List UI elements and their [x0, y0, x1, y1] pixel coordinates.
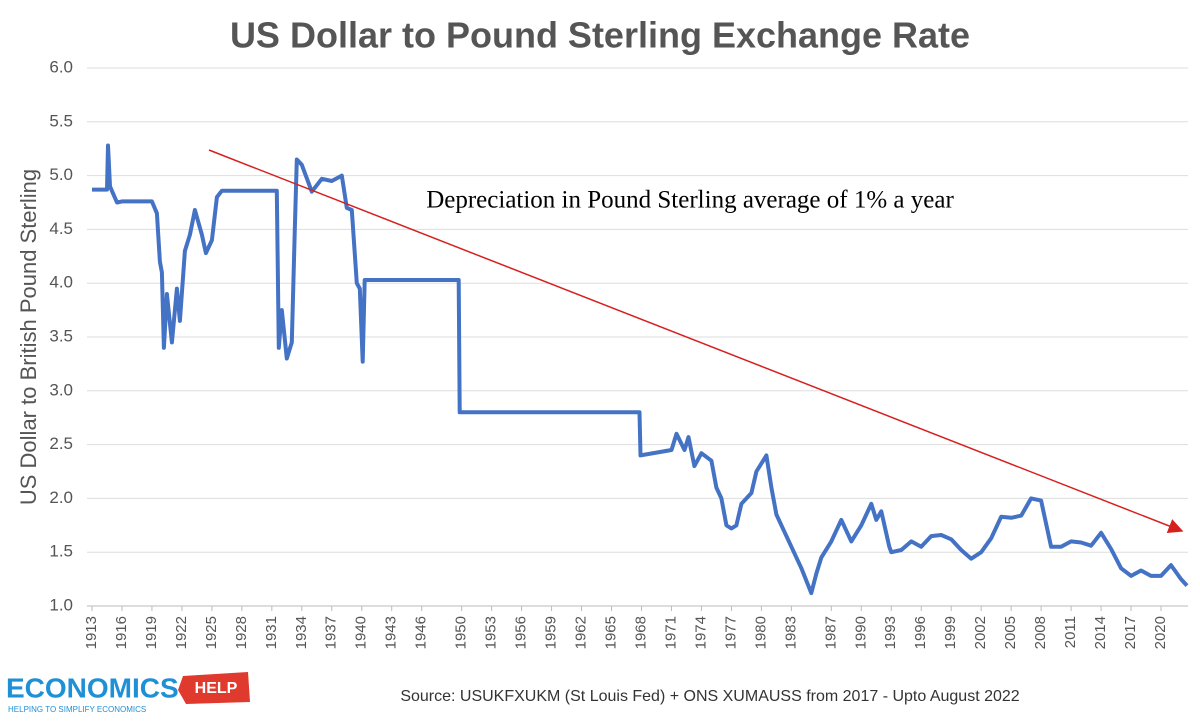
y-tick-label: 4.0	[49, 273, 73, 292]
x-tick-label: 2008	[1032, 616, 1049, 649]
x-tick-label: 1940	[353, 616, 370, 649]
x-tick-label: 1950	[453, 616, 470, 649]
logo-badge-text: HELP	[195, 680, 238, 697]
source-note: Source: USUKFXUKM (St Louis Fed) + ONS X…	[400, 688, 1019, 705]
x-tick-label: 1925	[203, 616, 220, 649]
x-tick-label: 1922	[173, 616, 190, 649]
x-tick-label: 1980	[752, 616, 769, 649]
y-tick-label: 2.5	[49, 434, 73, 453]
y-tick-label: 2.0	[49, 488, 73, 507]
x-tick-label: 1959	[543, 616, 560, 649]
x-tick-label: 1990	[852, 616, 869, 649]
x-tick-label: 1965	[602, 616, 619, 649]
x-tick-label: 1956	[513, 616, 530, 649]
x-tick-label: 1993	[882, 616, 899, 649]
x-tick-label: 1928	[233, 616, 250, 649]
logo-badge	[178, 672, 250, 704]
x-tick-label: 1977	[722, 616, 739, 649]
chart-title: US Dollar to Pound Sterling Exchange Rat…	[230, 15, 970, 56]
y-tick-label: 1.5	[49, 542, 73, 561]
y-tick-label: 5.0	[49, 165, 73, 184]
x-tick-label: 1937	[323, 616, 340, 649]
x-tick-label: 1916	[113, 616, 130, 649]
x-tick-label: 1968	[632, 616, 649, 649]
line-series	[92, 143, 1189, 596]
x-tick-label: 2005	[1002, 616, 1019, 649]
x-tick-label: 1996	[912, 616, 929, 649]
x-tick-label: 1953	[483, 616, 500, 649]
x-tick-label: 2020	[1152, 616, 1169, 649]
y-tick-label: 3.5	[49, 326, 73, 345]
x-tick-label: 1999	[942, 616, 959, 649]
x-tick-label: 1943	[383, 616, 400, 649]
x-tick-label: 1962	[573, 616, 590, 649]
logo: ECONOMICS HELP HELPING TO SIMPLIFY ECONO…	[6, 672, 250, 714]
x-tick-label: 1931	[263, 616, 280, 649]
x-tick-label: 2017	[1122, 616, 1139, 649]
y-tick-label: 6.0	[49, 57, 73, 76]
y-tick-label: 3.0	[49, 380, 73, 399]
x-tick-label: 1913	[83, 616, 100, 649]
logo-word: ECONOMICS	[6, 672, 179, 703]
y-tick-label: 1.0	[49, 595, 73, 614]
y-tick-label: 4.5	[49, 219, 73, 238]
x-tick-label: 1971	[662, 616, 679, 649]
y-axis-label: US Dollar to British Pound Sterling	[16, 169, 41, 505]
x-tick-label: 2002	[972, 616, 989, 649]
trend-arrow	[208, 149, 1184, 534]
x-tick-label: 2011	[1062, 616, 1079, 648]
x-tick-label: 1919	[143, 616, 160, 649]
x-tick-label: 1946	[413, 616, 430, 649]
annotation: Depreciation in Pound Sterling average o…	[426, 187, 954, 214]
x-tick-label: 2014	[1092, 616, 1109, 649]
x-tick-label: 1974	[692, 616, 709, 649]
x-tick-label: 1987	[822, 616, 839, 649]
y-tick-label: 5.5	[49, 111, 73, 130]
x-tick-label: 1934	[293, 616, 310, 649]
logo-tagline: HELPING TO SIMPLIFY ECONOMICS	[8, 705, 146, 714]
x-tick-label: 1983	[782, 616, 799, 649]
